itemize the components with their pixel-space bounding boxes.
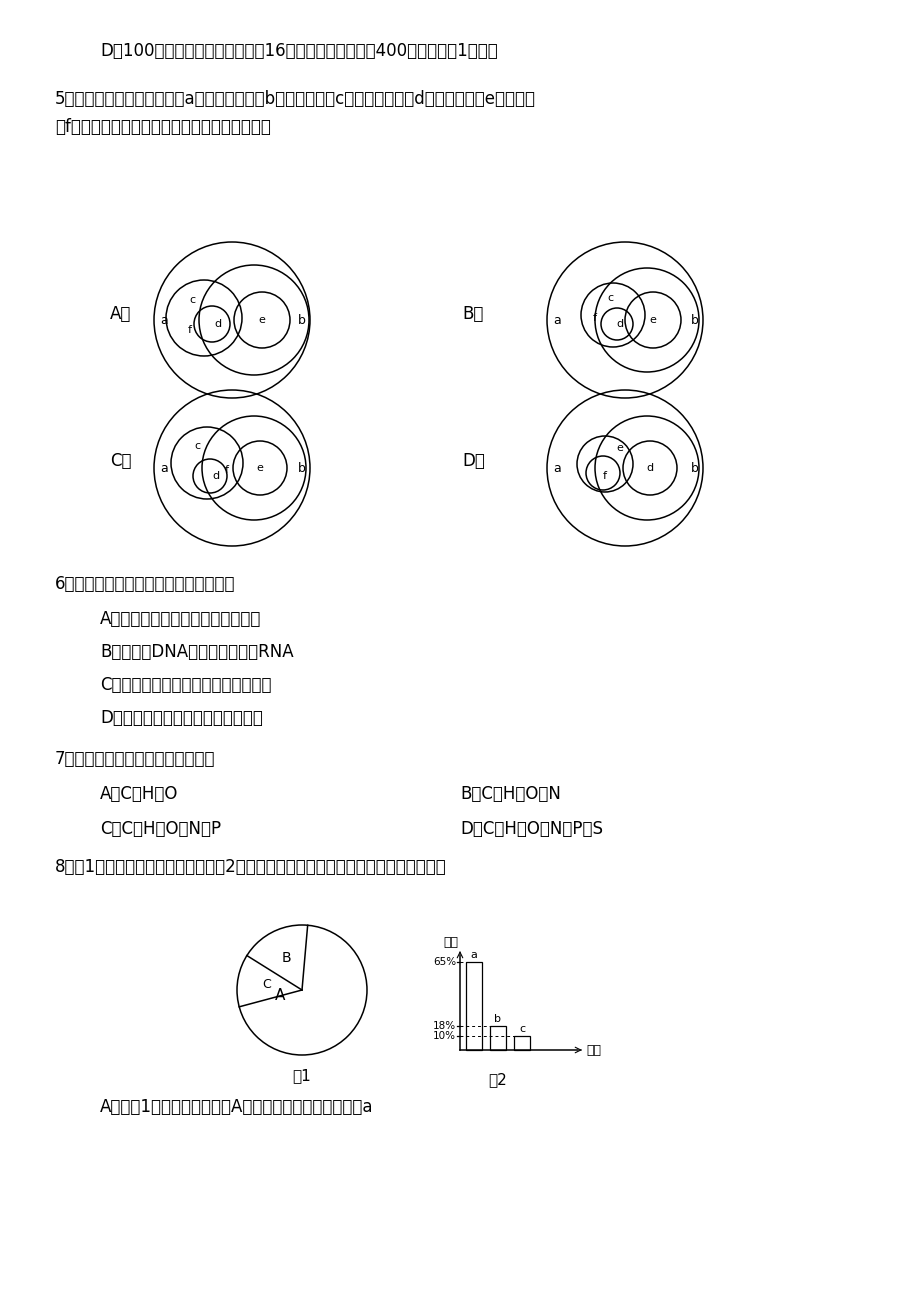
Text: C．都具有细胞质且一定含有高尔基体: C．都具有细胞质且一定含有高尔基体 xyxy=(100,676,271,694)
Text: f: f xyxy=(593,312,596,323)
Text: 5．若用圆圈表示原核生物（a）、真核生物（b）、乳酸菌（c）、硝化细菌（d）、酵母菌（e）、细菌: 5．若用圆圈表示原核生物（a）、真核生物（b）、乳酸菌（c）、硝化细菌（d）、酵… xyxy=(55,90,536,108)
Text: B: B xyxy=(281,950,290,965)
Text: f: f xyxy=(602,471,607,480)
Text: 6．下列有关细胞共性的叙述，正确的是: 6．下列有关细胞共性的叙述，正确的是 xyxy=(55,575,235,592)
Text: 图1: 图1 xyxy=(292,1068,311,1083)
Text: A．: A． xyxy=(110,305,131,323)
Text: b: b xyxy=(690,314,698,327)
Text: b: b xyxy=(690,461,698,474)
Text: C．: C． xyxy=(110,452,131,470)
Bar xyxy=(514,1036,529,1049)
Text: B．C、H、O、N: B．C、H、O、N xyxy=(460,785,561,803)
Text: d: d xyxy=(212,471,220,480)
Text: e: e xyxy=(616,443,623,453)
Text: a: a xyxy=(160,314,167,327)
Text: C．C、H、O、N、P: C．C、H、O、N、P xyxy=(100,820,221,838)
Text: a: a xyxy=(552,461,561,474)
Text: A．C、H、O: A．C、H、O xyxy=(100,785,178,803)
Text: e: e xyxy=(258,315,266,326)
Text: 65%: 65% xyxy=(433,957,456,967)
Text: e: e xyxy=(256,464,263,473)
Text: a: a xyxy=(552,314,561,327)
Text: c: c xyxy=(188,296,195,305)
Text: f: f xyxy=(225,465,229,475)
Text: a: a xyxy=(470,949,477,960)
Text: f: f xyxy=(187,326,192,335)
Text: 8．图1表示细胞中的化合物含量，图2表示细胞鲜重的元素含量，下列说法不正确的是: 8．图1表示细胞中的化合物含量，图2表示细胞鲜重的元素含量，下列说法不正确的是 xyxy=(55,858,447,876)
Text: c: c xyxy=(518,1025,525,1034)
Text: c: c xyxy=(194,441,199,450)
Text: D．: D． xyxy=(461,452,484,470)
Text: d: d xyxy=(214,319,221,329)
Text: D．100倍视野下看到充满视野的16个完整细胞，放大至400倍时能看到1个细胞: D．100倍视野下看到充满视野的16个完整细胞，放大至400倍时能看到1个细胞 xyxy=(100,42,497,60)
Text: A．若图1表示细胞鲜重，则A化合物中含量最多的元素是a: A．若图1表示细胞鲜重，则A化合物中含量最多的元素是a xyxy=(100,1098,373,1116)
Text: 图2: 图2 xyxy=(488,1072,506,1087)
Bar xyxy=(490,1026,505,1049)
Bar xyxy=(466,962,482,1049)
Text: B．: B． xyxy=(461,305,482,323)
Text: c: c xyxy=(607,293,612,303)
Text: D．都含有蛋白质但不一定含有脂质: D．都含有蛋白质但不一定含有脂质 xyxy=(100,710,263,727)
Text: b: b xyxy=(494,1013,501,1023)
Text: e: e xyxy=(649,315,656,326)
Text: A: A xyxy=(275,987,285,1003)
Text: a: a xyxy=(160,461,167,474)
Text: 7．核酸和脂肪酸共有的化学元素是: 7．核酸和脂肪酸共有的化学元素是 xyxy=(55,750,215,768)
Text: A．都具有细胞膜且一定能传递信息: A．都具有细胞膜且一定能传递信息 xyxy=(100,611,261,628)
Text: 18%: 18% xyxy=(433,1021,456,1031)
Text: 含量: 含量 xyxy=(443,936,458,949)
Text: b: b xyxy=(298,314,306,327)
Text: B．都含有DNA但不一定都含有RNA: B．都含有DNA但不一定都含有RNA xyxy=(100,643,293,661)
Text: 元素: 元素 xyxy=(585,1044,600,1057)
Text: D．C、H、O、N、P、S: D．C、H、O、N、P、S xyxy=(460,820,602,838)
Text: d: d xyxy=(616,319,623,329)
Text: C: C xyxy=(262,978,271,991)
Text: （f），则这些概念的从属关系正确的是（　　）: （f），则这些概念的从属关系正确的是（ ） xyxy=(55,118,270,135)
Text: 10%: 10% xyxy=(433,1031,456,1042)
Text: d: d xyxy=(646,464,652,473)
Text: b: b xyxy=(298,461,306,474)
